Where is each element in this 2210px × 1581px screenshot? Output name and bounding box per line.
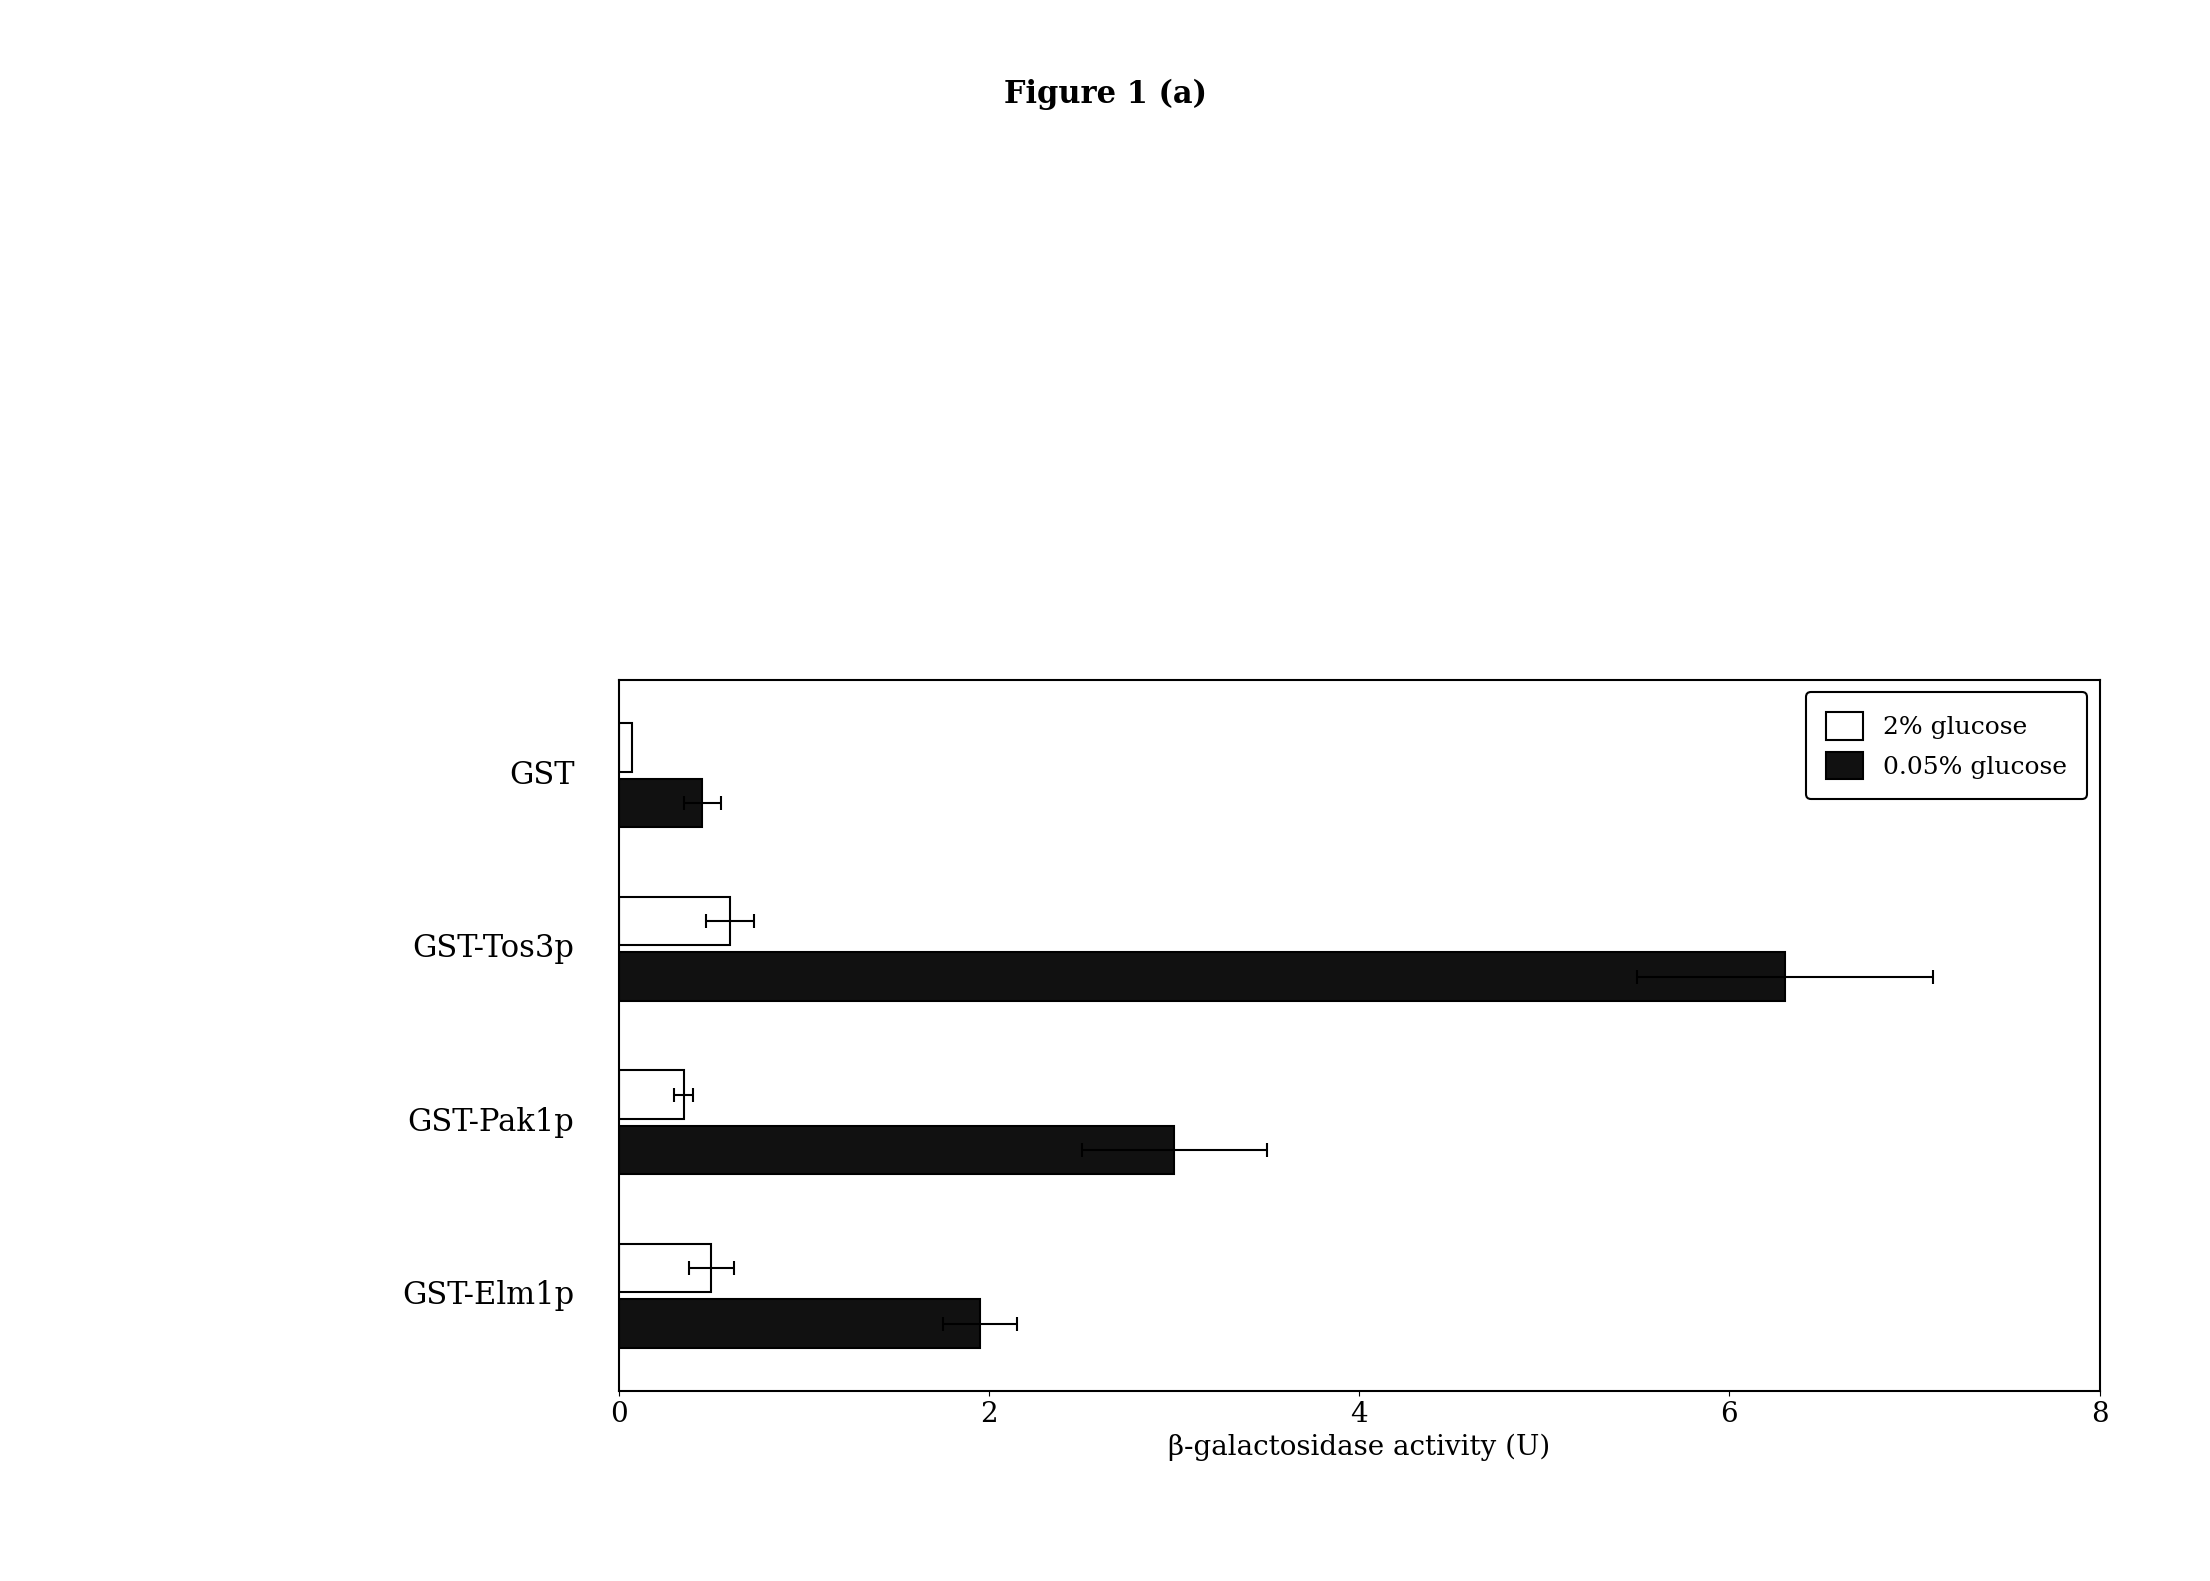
Text: GST-Elm1p: GST-Elm1p xyxy=(402,1281,575,1311)
Text: GST-Pak1p: GST-Pak1p xyxy=(407,1107,575,1138)
Bar xyxy=(619,1126,1174,1175)
Text: Figure 1 (a): Figure 1 (a) xyxy=(1003,79,1207,111)
Legend: 2% glucose, 0.05% glucose: 2% glucose, 0.05% glucose xyxy=(1806,692,2086,800)
Bar xyxy=(619,1244,712,1292)
Bar xyxy=(619,779,703,827)
Text: GST: GST xyxy=(508,760,575,790)
Bar xyxy=(619,896,729,945)
Bar xyxy=(619,1070,683,1119)
Text: GST-Tos3p: GST-Tos3p xyxy=(413,933,575,964)
Bar xyxy=(619,723,632,772)
Bar xyxy=(619,1300,979,1349)
X-axis label: β-galactosidase activity (U): β-galactosidase activity (U) xyxy=(1169,1434,1549,1461)
Bar xyxy=(619,952,1786,1001)
